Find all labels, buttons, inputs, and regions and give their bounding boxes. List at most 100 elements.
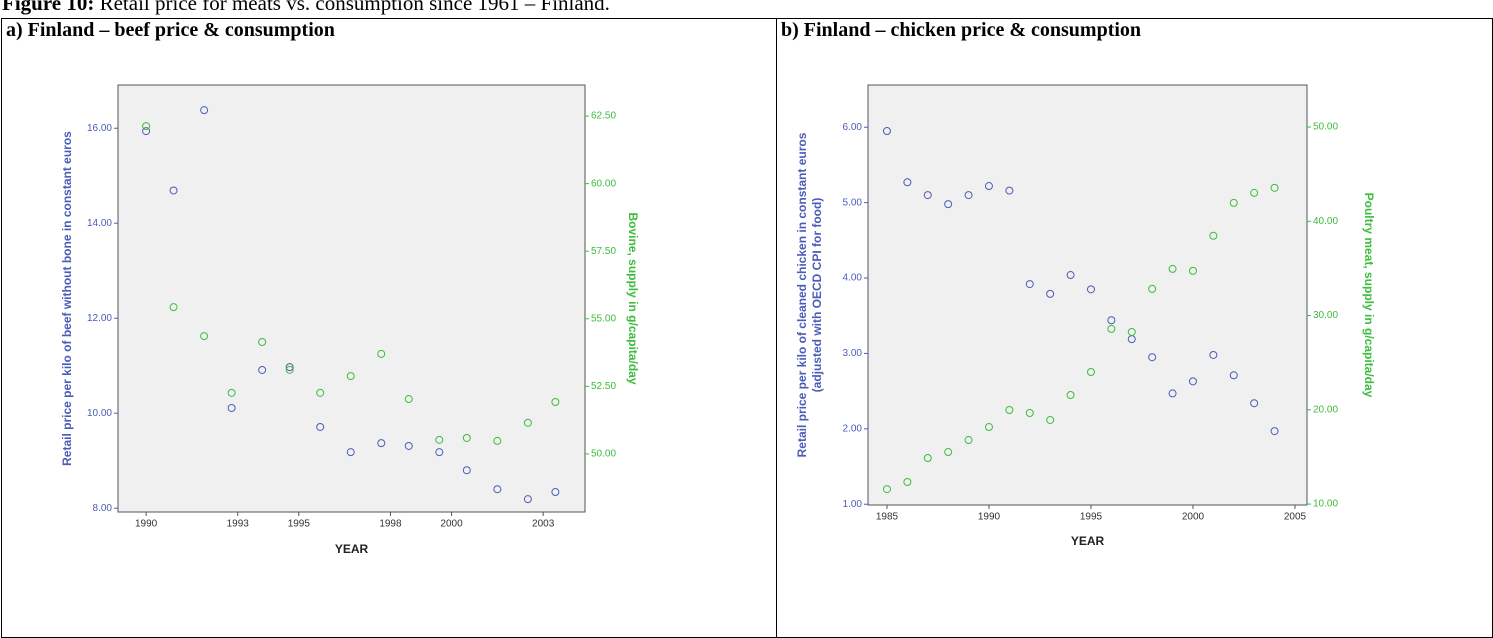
data-point (923, 191, 932, 200)
data-point (200, 106, 209, 115)
y-tick-label: 5.00 (843, 197, 863, 208)
data-point (944, 200, 953, 209)
data-point (984, 423, 993, 432)
x-tick-label: 2000 (1182, 512, 1205, 523)
data-point (316, 422, 325, 431)
data-point (285, 363, 294, 372)
data-point (964, 436, 973, 445)
y2-tick-label: 57.50 (591, 246, 616, 257)
data-point (1127, 327, 1136, 336)
data-point (1046, 289, 1055, 298)
data-point (1229, 371, 1238, 380)
data-point (1250, 399, 1259, 408)
data-point (882, 126, 891, 135)
data-point (435, 448, 444, 457)
data-point (346, 372, 355, 381)
x-tick-label: 2003 (532, 519, 555, 530)
data-point (1188, 377, 1197, 386)
data-point (1168, 264, 1177, 273)
x-tick-label: 1993 (227, 519, 250, 530)
data-point (1005, 405, 1014, 414)
data-point (462, 466, 471, 475)
data-point (1209, 350, 1218, 359)
data-point (964, 191, 973, 200)
data-point (1250, 188, 1259, 197)
x-axis-title: YEAR (1071, 534, 1105, 548)
data-point (404, 395, 413, 404)
figure-label: Figure 10: (2, 0, 95, 15)
data-point (1066, 271, 1075, 280)
data-point (1229, 198, 1238, 207)
data-point (169, 186, 178, 195)
y-tick-label: 10.00 (87, 408, 112, 419)
data-point (984, 182, 993, 191)
data-point (1209, 231, 1218, 240)
y-tick-label: 2.00 (843, 423, 863, 434)
data-point (1025, 280, 1034, 289)
x-axis-title: YEAR (335, 542, 369, 556)
data-point (435, 435, 444, 444)
y2-tick-label: 52.50 (591, 381, 616, 392)
y-tick-label: 16.00 (87, 123, 112, 134)
y2-axis-title: Poultry meat, supply in g/capita/day (1362, 193, 1376, 398)
y-tick-label: 6.00 (843, 122, 863, 133)
data-point (882, 485, 891, 494)
data-point (551, 398, 560, 407)
data-point (1107, 324, 1116, 333)
data-point (404, 441, 413, 450)
data-point (227, 388, 236, 397)
data-point (285, 365, 294, 374)
data-point (903, 478, 912, 487)
y-tick-label: 14.00 (87, 218, 112, 229)
y-tick-label: 8.00 (93, 503, 113, 514)
data-point (493, 436, 502, 445)
data-point (944, 448, 953, 457)
data-point (346, 448, 355, 457)
figure-text: Retail price for meats vs. consumption s… (99, 0, 610, 15)
y2-tick-label: 60.00 (591, 178, 616, 189)
y-tick-label: 4.00 (843, 273, 863, 284)
data-point (1005, 186, 1014, 195)
x-tick-label: 2000 (440, 519, 463, 530)
data-point (169, 303, 178, 312)
y-tick-label: 12.00 (87, 313, 112, 324)
data-point (258, 338, 267, 347)
data-point (377, 439, 386, 448)
data-point (1086, 368, 1095, 377)
y2-tick-label: 10.00 (1313, 499, 1338, 510)
y2-tick-label: 30.00 (1313, 310, 1338, 321)
y-axis-title: (adjusted with OECD CPI for food) (810, 198, 824, 393)
data-point (493, 485, 502, 494)
data-point (1148, 353, 1157, 362)
data-point (523, 418, 532, 427)
y2-tick-label: 55.00 (591, 313, 616, 324)
figure-caption: Figure 10: Retail price for meats vs. co… (2, 0, 610, 16)
data-point (1270, 183, 1279, 192)
data-point (1025, 409, 1034, 418)
plot-area (117, 84, 586, 513)
data-point (1107, 316, 1116, 325)
data-point (1188, 266, 1197, 275)
data-point (227, 403, 236, 412)
y-axis-title: Retail price per kilo of cleaned chicken… (795, 132, 809, 457)
x-tick-label: 1995 (1080, 512, 1103, 523)
x-tick-label: 1990 (978, 512, 1001, 523)
panel-title: a) Finland – beef price & consumption (6, 19, 335, 41)
data-point (1086, 285, 1095, 294)
y2-tick-label: 50.00 (1313, 122, 1338, 133)
data-point (462, 433, 471, 442)
data-point (377, 349, 386, 358)
data-point (200, 332, 209, 341)
data-point (1168, 389, 1177, 398)
plot-area (867, 84, 1308, 506)
data-point (142, 127, 151, 136)
y2-tick-label: 62.50 (591, 111, 616, 122)
y2-tick-label: 50.00 (591, 449, 616, 460)
x-tick-label: 1990 (135, 519, 158, 530)
data-point (142, 122, 151, 131)
x-tick-label: 1998 (379, 519, 402, 530)
panel-title: b) Finland – chicken price & consumption (781, 19, 1142, 41)
y2-tick-label: 20.00 (1313, 404, 1338, 415)
